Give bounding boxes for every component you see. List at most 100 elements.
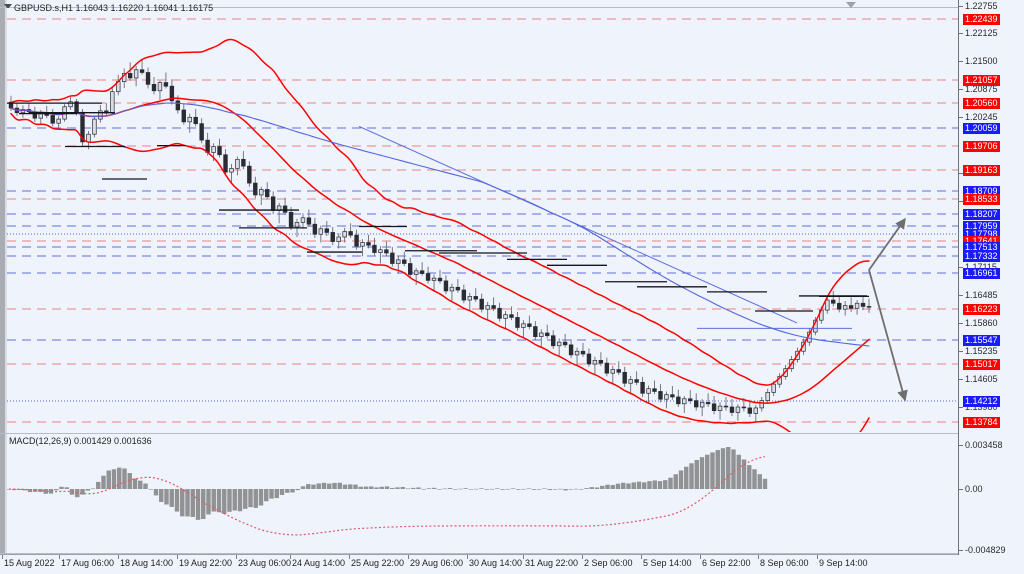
time-axis-label: 30 Aug 14:00 bbox=[469, 558, 523, 568]
resistance-level-badge[interactable]: 1.20560 bbox=[963, 98, 1000, 109]
macd-axis-tick-label: 0.003458 bbox=[965, 440, 1003, 450]
price-axis-tick-label: 1.22755 bbox=[965, 1, 998, 11]
support-level-badge[interactable]: 1.17798 bbox=[963, 229, 1000, 240]
time-axis-tick bbox=[467, 555, 468, 559]
price-axis-tick-label: 1.15860 bbox=[965, 318, 998, 328]
resistance-level-badge[interactable]: 1.17641 bbox=[963, 236, 1000, 247]
time-axis-label: 29 Aug 06:00 bbox=[410, 558, 464, 568]
resistance-level-badge[interactable]: 1.18533 bbox=[963, 194, 1000, 205]
price-chart-canvas bbox=[7, 18, 958, 432]
price-axis[interactable]: 1.227551.221251.215001.208751.202451.189… bbox=[958, 0, 1024, 440]
support-level-badge[interactable]: 1.18207 bbox=[963, 209, 1000, 220]
macd-pane-separator bbox=[0, 433, 1024, 434]
time-axis-label: 18 Aug 14:00 bbox=[120, 558, 174, 568]
chart-symbol-header: GBPUSD.s,H1 1.16043 1.16220 1.16041 1.16… bbox=[14, 3, 214, 13]
price-axis-tick-label: 1.17115 bbox=[965, 262, 997, 272]
time-axis-tick bbox=[177, 555, 178, 559]
support-level-badge[interactable]: 1.14212 bbox=[963, 396, 1000, 407]
price-axis-tick bbox=[959, 295, 963, 296]
time-axis-label: 31 Aug 22:00 bbox=[525, 558, 579, 568]
support-level-badge[interactable]: 1.15547 bbox=[963, 335, 1000, 346]
macd-chart-canvas bbox=[7, 447, 768, 536]
time-axis-label: 23 Aug 06:00 bbox=[238, 558, 292, 568]
time-axis-tick bbox=[59, 555, 60, 559]
price-axis-tick bbox=[959, 379, 963, 380]
price-axis-tick-label: 1.20875 bbox=[965, 84, 998, 94]
time-axis-label: 5 Sep 14:00 bbox=[643, 558, 692, 568]
price-axis-tick bbox=[959, 407, 963, 408]
price-axis-tick-label: 1.20245 bbox=[965, 112, 998, 122]
macd-chart-pane[interactable] bbox=[7, 440, 958, 553]
time-axis-tick bbox=[758, 555, 759, 559]
resistance-level-badge[interactable]: 1.21057 bbox=[963, 75, 1000, 86]
price-axis-line bbox=[958, 0, 959, 440]
time-axis-label: 24 Aug 14:00 bbox=[292, 558, 346, 568]
resistance-level-badge[interactable]: 1.16223 bbox=[963, 304, 1000, 315]
time-axis-separator-2 bbox=[0, 554, 1024, 555]
price-axis-tick bbox=[959, 6, 963, 7]
price-axis-tick bbox=[959, 117, 963, 118]
price-axis-tick-label: 1.14605 bbox=[965, 374, 998, 384]
macd-axis-line bbox=[958, 440, 959, 555]
time-axis-label: 6 Sep 22:00 bbox=[702, 558, 751, 568]
price-axis-tick-label: 1.13980 bbox=[965, 402, 998, 412]
price-axis-tick bbox=[959, 33, 963, 34]
resistance-level-badge[interactable]: 1.19706 bbox=[963, 141, 1000, 152]
price-chart-pane[interactable] bbox=[7, 8, 958, 432]
price-axis-tick bbox=[959, 267, 963, 268]
time-axis-separator bbox=[0, 553, 1024, 554]
time-axis-tick bbox=[118, 555, 119, 559]
time-axis-label: 25 Aug 22:00 bbox=[351, 558, 405, 568]
price-axis-tick bbox=[959, 323, 963, 324]
resistance-level-badge[interactable]: 1.19163 bbox=[963, 165, 1000, 176]
time-axis-label: 15 Aug 2022 bbox=[4, 558, 55, 568]
window-left-border bbox=[0, 0, 5, 574]
support-level-badge[interactable]: 1.18709 bbox=[963, 186, 1000, 197]
support-level-badge[interactable]: 1.17332 bbox=[963, 251, 1000, 262]
window-left-border-inner bbox=[5, 0, 7, 574]
time-axis-tick bbox=[349, 555, 350, 559]
time-axis-tick bbox=[700, 555, 701, 559]
support-level-badge[interactable]: 1.17959 bbox=[963, 221, 1000, 232]
support-level-badge[interactable]: 1.20059 bbox=[963, 123, 1000, 134]
price-axis-tick-label: 1.15235 bbox=[965, 346, 998, 356]
price-axis-tick bbox=[959, 351, 963, 352]
price-axis-tick-label: 1.21500 bbox=[965, 56, 998, 66]
time-axis-tick bbox=[2, 555, 3, 559]
price-axis-tick-label: 1.16485 bbox=[965, 290, 998, 300]
time-axis-label: 2 Sep 06:00 bbox=[584, 558, 633, 568]
price-pane-top-separator bbox=[0, 7, 1024, 8]
macd-axis-tick bbox=[959, 489, 963, 490]
macd-axis-tick bbox=[959, 550, 963, 551]
macd-axis-tick bbox=[959, 445, 963, 446]
time-axis[interactable]: 15 Aug 2022 17 Aug 06:00 18 Aug 14:00 19 Au… bbox=[0, 555, 1024, 574]
price-axis-tick-label: 1.22125 bbox=[965, 28, 998, 38]
price-axis-tick bbox=[959, 89, 963, 90]
time-axis-tick bbox=[236, 555, 237, 559]
price-axis-tick bbox=[959, 61, 963, 62]
time-axis-tick bbox=[290, 555, 291, 559]
time-axis-tick bbox=[408, 555, 409, 559]
time-axis-label: 17 Aug 06:00 bbox=[61, 558, 115, 568]
time-axis-label: 9 Sep 14:00 bbox=[819, 558, 868, 568]
support-level-badge[interactable]: 1.16961 bbox=[963, 268, 1000, 279]
macd-axis[interactable]: 0.003458 0.00 -0.004829 bbox=[958, 440, 1024, 555]
price-axis-tick bbox=[959, 173, 963, 174]
time-axis-tick bbox=[582, 555, 583, 559]
resistance-level-badge[interactable]: 1.15017 bbox=[963, 359, 1000, 370]
time-axis-tick bbox=[817, 555, 818, 559]
time-axis-label: 19 Aug 22:00 bbox=[179, 558, 233, 568]
macd-indicator-header: MACD(12,26,9) 0.001429 0.001636 bbox=[9, 436, 152, 446]
macd-axis-tick-label: 0.00 bbox=[965, 484, 983, 494]
resistance-level-badge[interactable]: 1.13784 bbox=[963, 417, 1000, 428]
collapse-chevron-icon[interactable] bbox=[4, 4, 12, 9]
macd-axis-tick-label: -0.004829 bbox=[965, 545, 1006, 555]
support-level-badge[interactable]: 1.17513 bbox=[963, 242, 1000, 253]
time-axis-label: 8 Sep 06:00 bbox=[760, 558, 809, 568]
price-axis-tick bbox=[959, 201, 963, 202]
chart-top-marker-icon bbox=[846, 2, 856, 8]
resistance-level-badge[interactable]: 1.22439 bbox=[963, 14, 1000, 25]
time-axis-tick bbox=[641, 555, 642, 559]
time-axis-tick bbox=[523, 555, 524, 559]
